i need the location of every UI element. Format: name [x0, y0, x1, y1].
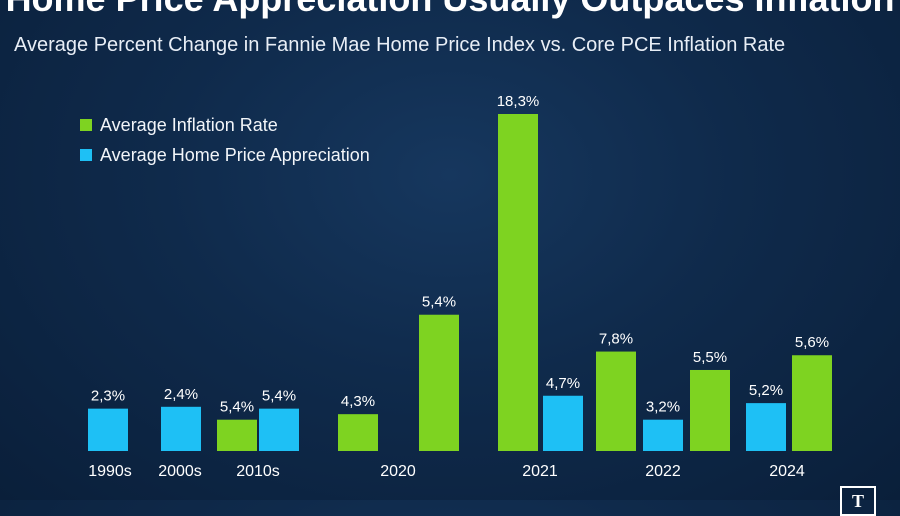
bar-2022-9 — [643, 419, 683, 451]
bar-2010s-2 — [217, 419, 257, 451]
data-label-5: 5,4% — [422, 294, 456, 311]
legend-swatch-inflation — [80, 119, 92, 131]
bar-2020-5 — [419, 314, 459, 451]
legend: Average Inflation Rate Average Home Pric… — [80, 110, 370, 170]
x-tick-label-2024: 2024 — [769, 463, 805, 480]
legend-swatch-home-price — [80, 149, 92, 161]
legend-label-inflation: Average Inflation Rate — [100, 114, 278, 135]
bar-2010s-3 — [259, 408, 299, 451]
data-label-8: 7,8% — [599, 331, 633, 348]
legend-item-home-price: Average Home Price Appreciation — [80, 140, 370, 170]
bar-2021-7 — [543, 395, 583, 451]
x-tick-label-2010s: 2010s — [236, 463, 280, 480]
bar-2000s-1 — [161, 406, 201, 451]
data-label-2: 5,4% — [220, 399, 254, 416]
bar-2022-10 — [690, 369, 730, 451]
chart-subtitle: Average Percent Change in Fannie Mae Hom… — [14, 34, 786, 56]
data-label-0: 2,3% — [91, 388, 125, 405]
data-label-7: 4,7% — [546, 375, 580, 392]
data-label-12: 5,6% — [795, 334, 829, 351]
legend-label-home-price: Average Home Price Appreciation — [100, 144, 370, 165]
brand-logo: T — [840, 486, 876, 516]
bar-chart: 2,3% 2,4% 5,4% 5,4% 4,3% 5,4% 18,3% 4,7% 7,8% 3,2… — [88, 93, 832, 480]
bar-2024-12 — [792, 355, 832, 451]
x-tick-label-1990s: 1990s — [88, 463, 132, 480]
data-label-10: 5,5% — [693, 349, 727, 366]
bar-2021-6 — [498, 114, 538, 451]
bar-1990s-0 — [88, 408, 128, 451]
data-label-3: 5,4% — [262, 388, 296, 405]
data-label-4: 4,3% — [341, 393, 375, 410]
bar-2024-11 — [746, 403, 786, 451]
x-tick-label-2000s: 2000s — [158, 463, 202, 480]
x-tick-label-2021: 2021 — [522, 463, 558, 480]
data-label-6: 18,3% — [497, 93, 540, 110]
bar-2022-8 — [596, 351, 636, 451]
chart-title: Home Price Appreciation Usually Outpaces… — [0, 0, 900, 20]
legend-item-inflation: Average Inflation Rate — [80, 110, 370, 140]
data-label-11: 5,2% — [749, 382, 783, 399]
x-tick-label-2022: 2022 — [645, 463, 681, 480]
bar-2020-4 — [338, 414, 378, 451]
x-tick-label-2020: 2020 — [380, 463, 416, 480]
data-label-1: 2,4% — [164, 386, 198, 403]
data-label-9: 3,2% — [646, 399, 680, 416]
